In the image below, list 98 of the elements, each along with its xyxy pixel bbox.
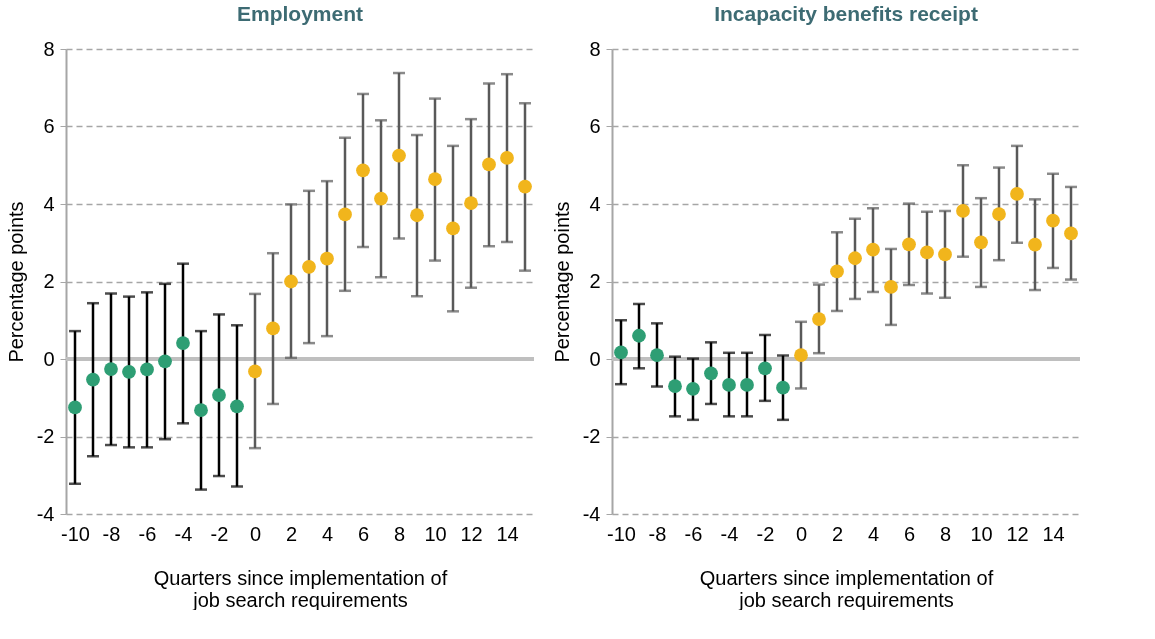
point — [794, 348, 808, 362]
x-tick-label: -10 — [607, 522, 636, 545]
point — [176, 336, 190, 350]
x-tick-label: 12 — [460, 522, 483, 545]
x-tick-label: -10 — [61, 522, 90, 545]
point — [356, 163, 370, 178]
point — [374, 191, 388, 206]
x-tick-label: -8 — [648, 522, 667, 545]
point — [632, 328, 646, 343]
x-tick-label: -4 — [720, 522, 739, 545]
point — [248, 364, 262, 379]
x-tick-label: -8 — [102, 522, 121, 545]
y-tick-label: -2 — [582, 425, 601, 447]
point — [86, 372, 100, 387]
x-tick-label: 14 — [1042, 522, 1065, 545]
point — [1028, 237, 1042, 252]
y-tick-label: -4 — [582, 502, 601, 525]
x-tick-label: -6 — [684, 522, 703, 545]
y-tick-label: 6 — [43, 115, 55, 137]
point — [482, 157, 496, 172]
chart-title: Employment — [236, 2, 364, 25]
point — [140, 362, 154, 377]
x-tick-label: -4 — [174, 522, 193, 545]
point — [830, 264, 844, 279]
x-tick-label: 4 — [321, 522, 334, 545]
y-tick-label: 2 — [589, 270, 601, 292]
point — [428, 172, 442, 187]
x-tick-label: 6 — [903, 522, 916, 545]
point — [158, 354, 172, 369]
y-axis-title: Percentage points — [550, 201, 573, 363]
point — [212, 388, 226, 402]
y-tick-label: 6 — [589, 115, 601, 137]
x-axis-title: Quarters since implementation of job search requirements — [153, 566, 448, 611]
point — [722, 378, 736, 392]
x-tick-label: -2 — [210, 522, 229, 545]
point — [446, 221, 460, 236]
point — [992, 207, 1006, 221]
point — [284, 274, 298, 289]
point — [1046, 213, 1060, 228]
point — [1010, 187, 1024, 201]
y-tick-label: 0 — [43, 347, 55, 370]
point — [302, 259, 316, 274]
point — [902, 237, 916, 252]
point — [740, 378, 754, 392]
point — [668, 379, 682, 393]
point — [776, 380, 790, 395]
point — [920, 245, 934, 260]
y-tick-label: 4 — [43, 192, 55, 215]
x-tick-label: 10 — [970, 522, 993, 545]
y-tick-label: 0 — [589, 347, 601, 370]
point — [500, 151, 514, 165]
x-axis-title: Quarters since implementation of job search requirements — [699, 566, 994, 611]
point — [1064, 226, 1078, 241]
x-tick-label: 2 — [285, 522, 298, 545]
point — [812, 312, 826, 326]
point — [956, 204, 970, 218]
x-tick-label: 12 — [1006, 522, 1029, 545]
y-axis-title: Percentage points — [4, 201, 27, 363]
point — [230, 399, 244, 414]
x-tick-label: 8 — [939, 522, 952, 545]
point — [974, 235, 988, 250]
y-tick-label: 4 — [589, 192, 601, 215]
point — [884, 280, 898, 294]
point — [194, 403, 208, 418]
x-tick-label: 14 — [496, 522, 519, 545]
x-tick-label: -6 — [138, 522, 157, 545]
y-tick-label: -4 — [36, 502, 55, 525]
point — [320, 251, 334, 266]
x-tick-label: 8 — [393, 522, 406, 545]
x-tick-label: 0 — [249, 522, 262, 545]
point — [848, 251, 862, 266]
point — [758, 361, 772, 376]
point — [122, 364, 136, 379]
y-tick-label: 8 — [589, 37, 601, 60]
x-tick-label: 10 — [424, 522, 447, 545]
x-tick-label: -2 — [756, 522, 775, 545]
x-tick-label: 6 — [357, 522, 370, 545]
x-tick-label: 0 — [795, 522, 808, 545]
point — [650, 348, 664, 362]
x-tick-label: 4 — [867, 522, 880, 545]
point — [68, 400, 82, 415]
point — [266, 321, 280, 336]
point — [704, 366, 718, 381]
point — [518, 179, 532, 194]
point — [614, 345, 628, 360]
x-tick-label: 2 — [831, 522, 844, 545]
y-tick-label: 8 — [43, 37, 55, 60]
y-tick-label: -2 — [36, 425, 55, 447]
y-tick-label: 2 — [43, 270, 55, 292]
point — [464, 196, 478, 211]
point — [338, 207, 352, 222]
point — [410, 208, 424, 223]
chart-title: Incapacity benefits receipt — [714, 2, 978, 25]
point — [686, 381, 700, 396]
point — [104, 362, 118, 376]
point — [866, 242, 880, 257]
point — [938, 247, 952, 262]
point — [392, 148, 406, 163]
